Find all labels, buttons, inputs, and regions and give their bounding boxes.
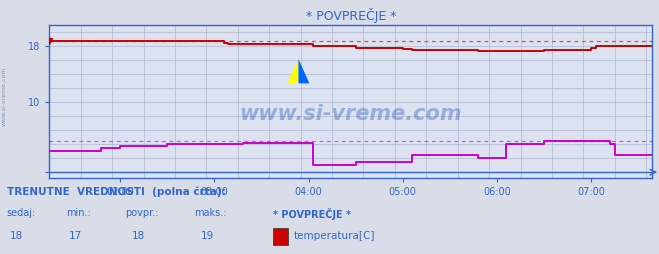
Text: maks.:: maks.: bbox=[194, 208, 227, 218]
Text: 18: 18 bbox=[132, 231, 145, 241]
Text: temperatura[C]: temperatura[C] bbox=[293, 231, 375, 241]
Bar bbox=[273, 228, 288, 245]
Text: TRENUTNE  VREDNOSTI  (polna črta):: TRENUTNE VREDNOSTI (polna črta): bbox=[7, 187, 225, 197]
Polygon shape bbox=[299, 59, 309, 83]
Text: sedaj:: sedaj: bbox=[7, 208, 36, 218]
Text: 17: 17 bbox=[69, 231, 82, 241]
Text: 19: 19 bbox=[201, 231, 214, 241]
Text: * POVPREČJE *: * POVPREČJE * bbox=[273, 208, 351, 220]
Polygon shape bbox=[287, 59, 299, 83]
Text: www.si-vreme.com: www.si-vreme.com bbox=[240, 104, 462, 124]
Text: 18: 18 bbox=[10, 231, 23, 241]
Text: povpr.:: povpr.: bbox=[125, 208, 159, 218]
Text: min.:: min.: bbox=[66, 208, 91, 218]
Title: * POVPREČJE *: * POVPREČJE * bbox=[306, 8, 396, 23]
Text: www.si-vreme.com: www.si-vreme.com bbox=[2, 67, 7, 126]
